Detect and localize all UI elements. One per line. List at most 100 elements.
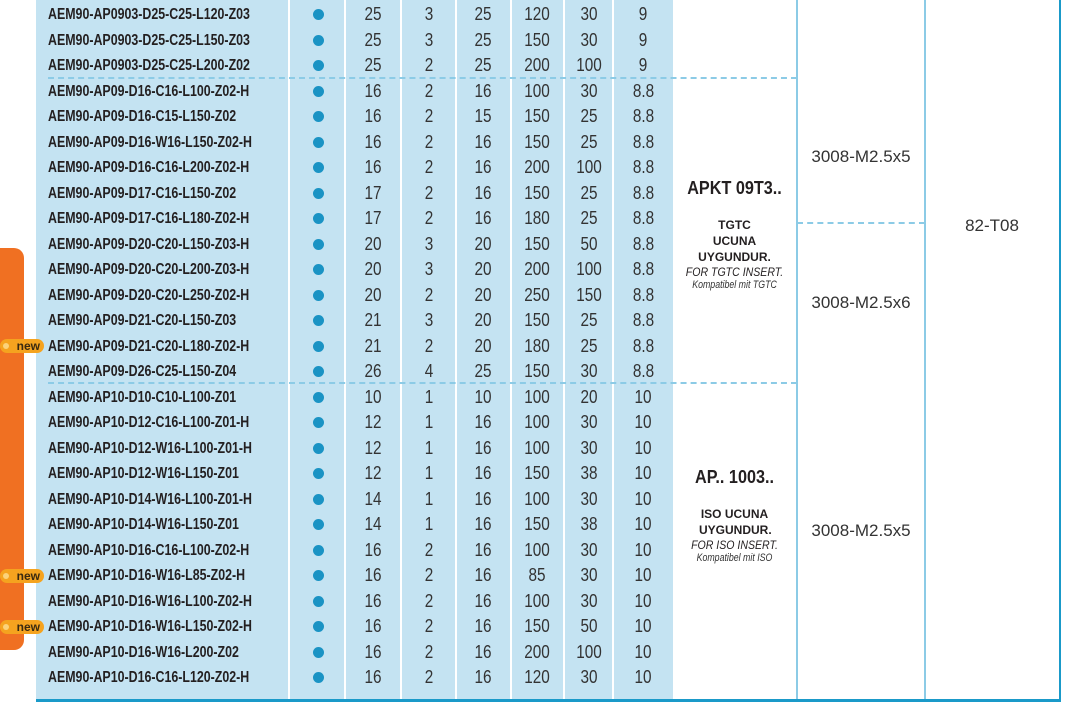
dimension-text: 16 xyxy=(474,514,492,534)
dimension-text: 250 xyxy=(524,284,551,305)
dimension-text: 16 xyxy=(364,539,382,560)
dimension-text: 16 xyxy=(474,667,492,687)
insert-note-tr: TGTC UCUNA UYGUNDUR. xyxy=(698,218,771,264)
dimension-text: 10 xyxy=(634,386,653,407)
product-code: AEM90-AP10-D16-W16-L200-Z02 xyxy=(48,643,239,661)
dimension-text: 16 xyxy=(474,590,492,611)
stock-dot-icon xyxy=(313,111,324,122)
dimension-text: 25 xyxy=(474,55,492,75)
column-separator xyxy=(288,0,290,700)
dimension-text: 1 xyxy=(424,412,434,432)
stock-dot-icon xyxy=(313,493,324,505)
insert-code: AP.. 1003.. xyxy=(695,467,774,487)
dimension-text: 8.8 xyxy=(632,208,655,228)
dimension-value: 16 xyxy=(346,155,400,181)
dimension-value: 15 xyxy=(456,104,510,130)
stock-dot-icon xyxy=(313,672,324,683)
dimension-text: 25 xyxy=(580,131,599,152)
table-blue-area xyxy=(36,0,673,700)
dimension-text: 2 xyxy=(424,590,434,611)
dimension-value: 8.8 xyxy=(614,130,673,156)
column-separator xyxy=(563,0,565,700)
dimension-value: 2 xyxy=(402,563,456,589)
table-row: AEM90-AP10-D16-W16-L100-Z02-H 16 2 16 100 30 1… xyxy=(36,589,673,615)
dimension-text: 20 xyxy=(474,259,492,279)
dimension-value: 2 xyxy=(402,538,456,564)
dimension-text: 2 xyxy=(424,182,434,203)
dimension-text: 16 xyxy=(474,616,492,636)
dimension-value: 25 xyxy=(346,28,400,54)
dimension-value: 150 xyxy=(511,512,564,538)
dimension-value: 25 xyxy=(565,206,614,232)
table-row: AEM90-AP0903-D25-C25-L200-Z02 25 2 25 200 100… xyxy=(36,53,673,79)
table-row: AEM90-AP10-D14-W16-L150-Z01 14 1 16 150 38 10 xyxy=(36,512,673,538)
dimension-text: 16 xyxy=(474,488,492,509)
dimension-value: 8.8 xyxy=(614,232,673,258)
dimension-text: 150 xyxy=(524,616,551,636)
dimension-text: 25 xyxy=(580,335,599,356)
dimension-text: 200 xyxy=(524,55,551,75)
stock-dot-icon xyxy=(313,391,324,403)
product-code: AEM90-AP10-D12-W16-L100-Z01-H xyxy=(48,439,252,457)
dimension-text: 15 xyxy=(474,106,492,126)
table-row: AEM90-AP10-D14-W16-L100-Z01-H 14 1 16 100 30 1… xyxy=(36,487,673,513)
dimension-text: 12 xyxy=(364,463,382,483)
dimension-value: 16 xyxy=(456,181,510,207)
dimension-text: 150 xyxy=(524,361,551,381)
dimension-text: 2 xyxy=(424,55,434,75)
dimension-text: 16 xyxy=(364,590,382,611)
stock-dot-icon xyxy=(313,264,324,275)
table-row: AEM90-AP10-D12-W16-L150-Z01 12 1 16 150 38 10 xyxy=(36,461,673,487)
dimension-value: 1 xyxy=(402,410,456,436)
dimension-value: 16 xyxy=(456,410,510,436)
insert-note-en: FOR TGTC INSERT. xyxy=(685,265,784,279)
dimension-text: 180 xyxy=(524,208,551,228)
column-separator xyxy=(455,0,457,700)
product-code: AEM90-AP0903-D25-C25-L200-Z02 xyxy=(48,57,250,74)
dimension-text: 8.8 xyxy=(632,106,655,126)
dimension-value: 100 xyxy=(511,436,564,462)
dimension-text: 10 xyxy=(364,386,382,407)
dimension-text: 25 xyxy=(364,4,382,24)
dimension-value: 120 xyxy=(511,665,564,691)
dimension-text: 150 xyxy=(576,284,603,305)
dimension-value: 12 xyxy=(346,461,400,487)
dimension-text: 2 xyxy=(424,539,434,560)
dimension-text: 100 xyxy=(576,157,603,177)
dimension-text: 100 xyxy=(576,259,603,279)
screw-code: 3008-M2.5x5 xyxy=(811,521,911,540)
dimension-text: 30 xyxy=(580,488,599,509)
dimension-value: 25 xyxy=(565,334,614,360)
product-code: AEM90-AP09-D26-C25-L150-Z04 xyxy=(48,363,237,380)
dimension-text: 16 xyxy=(364,641,382,662)
dimension-value: 9 xyxy=(614,28,673,54)
dimension-value: 100 xyxy=(565,53,614,79)
dimension-text: 150 xyxy=(524,463,551,483)
dimension-value: 8.8 xyxy=(614,359,673,385)
dimension-value: 17 xyxy=(346,206,400,232)
dimension-text: 21 xyxy=(364,335,382,356)
column-separator xyxy=(612,0,614,700)
table-row: AEM90-AP10-D16-W16-L200-Z02 16 2 16 200 100 10 xyxy=(36,640,673,666)
dimension-text: 17 xyxy=(364,182,382,203)
dimension-value: 16 xyxy=(346,130,400,156)
dimension-text: 2 xyxy=(424,106,434,126)
dimension-text: 3 xyxy=(424,233,434,254)
dimension-value: 20 xyxy=(565,385,614,411)
dimension-value: 30 xyxy=(565,487,614,513)
dimension-text: 20 xyxy=(364,259,382,279)
dimension-value: 30 xyxy=(565,563,614,589)
table-row: AEM90-AP09-D17-C16-L150-Z02 17 2 16 150 25 8.8 xyxy=(36,181,673,207)
dimension-text: 16 xyxy=(364,106,382,126)
dimension-value: 3 xyxy=(402,232,456,258)
dimension-text: 25 xyxy=(474,361,492,381)
dimension-value: 100 xyxy=(511,79,564,105)
dimension-text: 16 xyxy=(474,80,492,101)
dimension-value: 200 xyxy=(511,640,564,666)
dimension-value: 14 xyxy=(346,487,400,513)
dimension-text: 20 xyxy=(474,233,492,254)
dimension-value: 38 xyxy=(565,512,614,538)
dimension-value: 25 xyxy=(456,359,510,385)
column-separator xyxy=(400,0,402,700)
dimension-text: 16 xyxy=(364,565,382,585)
